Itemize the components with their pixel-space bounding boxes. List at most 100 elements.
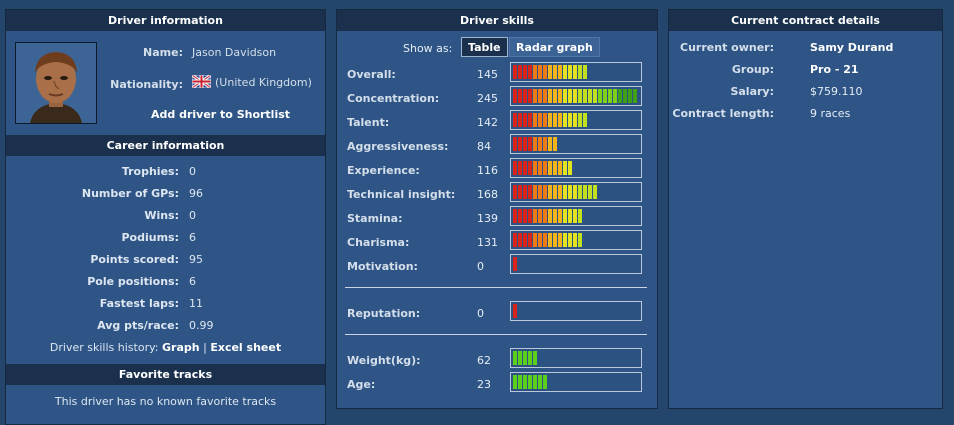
skill-bar-segment: [578, 209, 582, 223]
skill-bar: [510, 372, 642, 392]
skill-bar-segment: [563, 113, 567, 127]
contract-label: Salary:: [730, 85, 774, 98]
skill-bar-segment: [548, 233, 552, 247]
skills-history-excel-link[interactable]: Excel sheet: [210, 341, 282, 354]
skill-bar-segment: [528, 89, 532, 103]
skill-bar: [510, 230, 642, 250]
career-label: Pole positions:: [87, 275, 179, 288]
show-as-label: Show as:: [403, 42, 453, 55]
contract-row-owner: Current owner: Samy Durand: [669, 39, 942, 57]
skill-bar-segment: [568, 185, 572, 199]
skill-bar-segment: [558, 161, 562, 175]
skill-value: 139: [477, 212, 498, 225]
skill-value: 116: [477, 164, 498, 177]
skill-bar-segment: [513, 304, 517, 318]
skill-bar-segment: [538, 233, 542, 247]
contract-label: Contract length:: [672, 107, 774, 120]
skill-bar: [510, 182, 642, 202]
skill-bar-segment: [553, 65, 557, 79]
career-label: Number of GPs:: [81, 187, 179, 200]
career-info-header: Career information: [6, 135, 325, 156]
skill-bar: [510, 301, 642, 321]
skill-bar-segment: [513, 351, 517, 365]
skill-bar-segment: [533, 351, 537, 365]
skill-bar-segment: [513, 65, 517, 79]
contract-row-length: Contract length: 9 races: [669, 105, 942, 123]
driver-face-image: [16, 43, 96, 123]
career-value: 11: [189, 297, 203, 310]
career-value: 0: [189, 165, 196, 178]
skill-bar-segment: [518, 209, 522, 223]
skill-bar: [510, 110, 642, 130]
skill-bar-segment: [538, 375, 542, 389]
skill-bar-segment: [513, 209, 517, 223]
skill-bar-segment: [538, 65, 542, 79]
skill-bar-segment: [518, 89, 522, 103]
skill-bar-segment: [563, 209, 567, 223]
skill-bar-segment: [618, 89, 622, 103]
skill-bar-segment: [523, 375, 527, 389]
skill-bar-segment: [573, 209, 577, 223]
skill-bar-segment: [558, 233, 562, 247]
skill-bar-segment: [623, 89, 627, 103]
name-label: Name:: [143, 46, 183, 59]
skill-bar-segment: [573, 89, 577, 103]
skill-value: 23: [477, 378, 491, 391]
driver-skills-panel: Driver skills Show as: Table Radar graph…: [336, 9, 658, 409]
skill-bar-segment: [533, 113, 537, 127]
tab-radar-graph[interactable]: Radar graph: [509, 37, 600, 57]
contract-label: Current owner:: [680, 41, 774, 54]
career-row-fastest-laps: Fastest laps: 11: [6, 295, 325, 313]
skill-bar-segment: [548, 161, 552, 175]
skill-bar-segment: [513, 375, 517, 389]
nationality-value: (United Kingdom): [191, 73, 312, 91]
skill-bar-segment: [533, 209, 537, 223]
career-value: 96: [189, 187, 203, 200]
career-label: Points scored:: [90, 253, 179, 266]
skill-bar-segment: [628, 89, 632, 103]
career-row-gps: Number of GPs: 96: [6, 185, 325, 203]
skill-label: Reputation:: [347, 307, 421, 320]
skill-bar-segment: [583, 89, 587, 103]
skill-bar-segment: [533, 375, 537, 389]
tab-table[interactable]: Table: [461, 37, 508, 57]
skills-history-graph-link[interactable]: Graph: [162, 341, 200, 354]
skill-bar-segment: [578, 233, 582, 247]
skill-bar-segment: [613, 89, 617, 103]
skill-bar-segment: [528, 185, 532, 199]
skill-label: Technical insight:: [347, 188, 456, 201]
skill-bar-segment: [518, 185, 522, 199]
skill-bar: [510, 86, 642, 106]
skill-bar-segment: [548, 137, 552, 151]
skill-bar-segment: [563, 161, 567, 175]
skill-bar-segment: [523, 351, 527, 365]
skill-bar-segment: [518, 65, 522, 79]
contract-value: Pro - 21: [810, 63, 859, 76]
skill-bar-segment: [523, 89, 527, 103]
skill-bar-segment: [523, 209, 527, 223]
skill-label: Experience:: [347, 164, 420, 177]
skill-bar-segment: [578, 89, 582, 103]
skill-bar-segment: [588, 89, 592, 103]
driver-skills-header: Driver skills: [337, 10, 657, 31]
skill-bar-segment: [558, 113, 562, 127]
skill-bar: [510, 158, 642, 178]
skill-bar-segment: [543, 209, 547, 223]
skill-row-talent: Talent: 142: [337, 110, 657, 134]
skill-bar-segment: [518, 161, 522, 175]
skill-bar-segment: [543, 89, 547, 103]
skill-value: 142: [477, 116, 498, 129]
driver-info-panel: Driver information Name: Jason Davidson …: [5, 9, 326, 425]
skill-bar-segment: [538, 209, 542, 223]
skill-label: Overall:: [347, 68, 396, 81]
skill-bar-segment: [523, 161, 527, 175]
skill-bar-segment: [593, 89, 597, 103]
skill-bar: [510, 348, 642, 368]
add-to-shortlist-link[interactable]: Add driver to Shortlist: [151, 108, 291, 121]
skill-bar-segment: [568, 113, 572, 127]
skill-bar-segment: [553, 113, 557, 127]
skill-bar-segment: [513, 233, 517, 247]
skill-bar-segment: [543, 65, 547, 79]
skill-bar-segment: [513, 89, 517, 103]
skill-bar-segment: [538, 137, 542, 151]
